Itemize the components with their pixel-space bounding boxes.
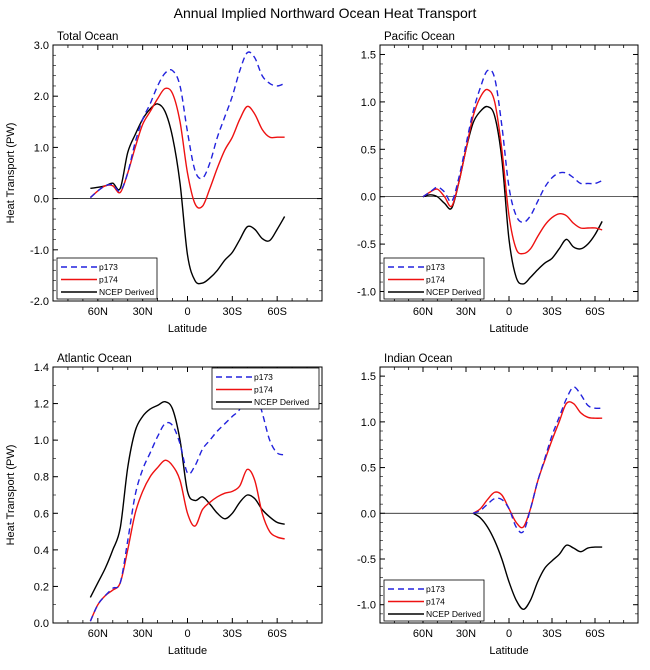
x-axis-label: Latitude	[168, 323, 207, 335]
x-tick-label: 60S	[267, 306, 287, 318]
y-tick-label: 0.2	[34, 581, 49, 593]
legend-label: NCEP Derived	[426, 287, 481, 297]
y-tick-label: 0.8	[34, 472, 49, 484]
x-tick-label: 60N	[88, 306, 108, 318]
chart-panel: Total Ocean 60N 30N 0 30S 60S -2.0 -1.0 0.0 1.0 2.…	[5, 31, 323, 335]
legend-label: p174	[254, 385, 273, 395]
legend-label: NCEP Derived	[254, 397, 309, 407]
legend-label: p174	[426, 275, 445, 285]
panel-title: Pacific Ocean	[384, 31, 455, 43]
y-tick-label: 1.0	[34, 435, 49, 447]
panel-title: Total Ocean	[57, 31, 118, 43]
x-tick-label: 60S	[267, 628, 287, 640]
series-line-p174	[472, 401, 603, 529]
x-tick-label: 0	[506, 628, 512, 640]
legend-label: p174	[426, 597, 445, 607]
panel-title: Indian Ocean	[384, 353, 452, 365]
x-tick-label: 30S	[223, 628, 243, 640]
x-tick-label: 0	[184, 306, 190, 318]
series-line-ncep-derived	[89, 400, 285, 598]
y-tick-label: 0.4	[34, 545, 49, 557]
series-line-p173	[472, 386, 603, 534]
legend-label: p174	[99, 275, 118, 285]
legend-label: NCEP Derived	[99, 287, 154, 297]
x-tick-label: 30S	[542, 628, 562, 640]
y-tick-label: 0.0	[34, 618, 49, 630]
series-line-ncep-derived	[472, 512, 603, 610]
y-axis-label: Heat Transport (PW)	[5, 123, 17, 224]
y-tick-label: 0.5	[361, 463, 376, 475]
x-axis-label: Latitude	[489, 645, 528, 657]
series-line-p173	[422, 69, 603, 223]
legend-label: p173	[426, 584, 445, 594]
y-tick-label: 1.5	[361, 49, 376, 61]
x-tick-label: 60S	[585, 628, 605, 640]
legend: p173 p174 NCEP Derived	[383, 257, 485, 300]
y-tick-label: -1.0	[357, 600, 376, 612]
y-axis-label: Heat Transport (PW)	[5, 445, 17, 546]
y-tick-label: -0.5	[357, 239, 376, 251]
y-tick-label: 0.5	[361, 144, 376, 156]
x-tick-label: 30N	[133, 628, 153, 640]
y-tick-label: 0.0	[361, 508, 376, 520]
y-tick-label: 1.4	[34, 362, 49, 374]
legend: p173 p174 NCEP Derived	[211, 367, 320, 410]
y-tick-label: 1.5	[361, 371, 376, 383]
x-tick-label: 60N	[88, 628, 108, 640]
x-tick-label: 30N	[456, 306, 476, 318]
y-tick-label: 1.0	[361, 417, 376, 429]
x-tick-label: 0	[184, 628, 190, 640]
y-tick-label: 1.0	[361, 97, 376, 109]
series-line-p174	[89, 87, 285, 209]
y-tick-label: 0.0	[34, 194, 49, 206]
y-tick-label: 3.0	[34, 40, 49, 52]
x-tick-label: 60N	[413, 628, 433, 640]
x-axis-label: Latitude	[489, 323, 528, 335]
y-tick-label: 2.0	[34, 91, 49, 103]
y-tick-label: 1.0	[34, 142, 49, 154]
x-tick-label: 60S	[585, 306, 605, 318]
figure-title: Annual Implied Northward Ocean Heat Tran…	[174, 5, 477, 21]
y-tick-label: -1.0	[357, 287, 376, 299]
chart-panel: Atlantic Ocean 60N 30N 0 30S 60S 0.0 0.2 0.4 0.6 0…	[5, 353, 323, 657]
series-line-ncep-derived	[422, 105, 603, 285]
x-tick-label: 30N	[456, 628, 476, 640]
y-tick-label: -2.0	[30, 296, 49, 308]
chart-panel: Indian Ocean 60N 30N 0 30S 60S -1.0 -0.5 0.0 0.5 1…	[357, 353, 639, 657]
series-line-p173	[89, 51, 285, 199]
y-tick-label: -0.5	[357, 554, 376, 566]
y-tick-label: 0.0	[361, 192, 376, 204]
legend: p173 p174 NCEP Derived	[56, 257, 158, 300]
legend-label: p173	[99, 262, 118, 272]
x-tick-label: 30S	[542, 306, 562, 318]
x-tick-label: 30N	[133, 306, 153, 318]
legend: p173 p174 NCEP Derived	[383, 579, 485, 622]
legend-label: p173	[254, 372, 273, 382]
y-tick-label: 1.2	[34, 399, 49, 411]
x-tick-label: 60N	[413, 306, 433, 318]
panel-title: Atlantic Ocean	[57, 353, 132, 365]
series-line-ncep-derived	[90, 103, 286, 285]
series-line-p174	[89, 459, 285, 622]
chart-panel: Pacific Ocean 60N 30N 0 30S 60S -1.0 -0.5 0.0 0.5…	[357, 31, 639, 335]
y-tick-label: -1.0	[30, 245, 49, 257]
series-line-p173	[89, 386, 285, 622]
y-tick-label: 0.6	[34, 508, 49, 520]
x-tick-label: 0	[506, 306, 512, 318]
x-tick-label: 30S	[223, 306, 243, 318]
series-line-p174	[422, 88, 603, 255]
x-axis-label: Latitude	[168, 645, 207, 657]
legend-label: p173	[426, 262, 445, 272]
legend-label: NCEP Derived	[426, 609, 481, 619]
